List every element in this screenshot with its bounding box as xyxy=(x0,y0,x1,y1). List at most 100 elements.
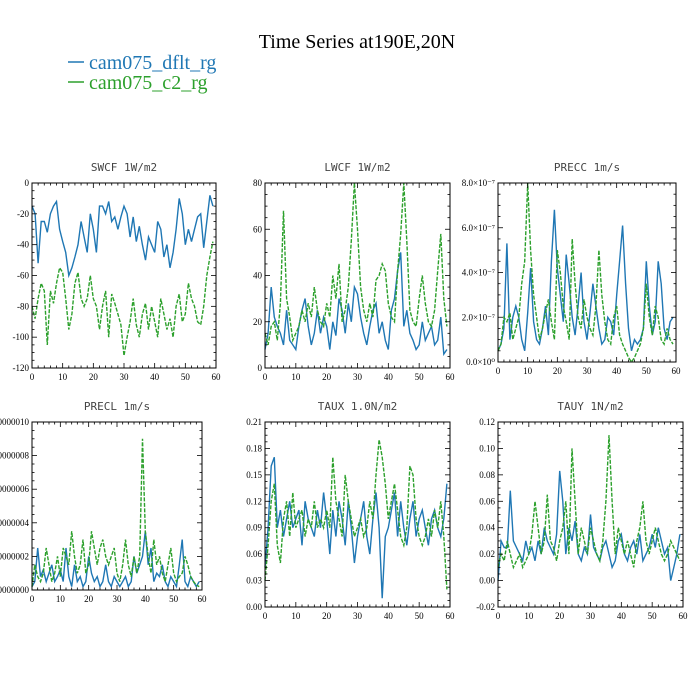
y-tick-label: -0.02 xyxy=(476,602,495,612)
series-line-1 xyxy=(497,182,674,364)
x-tick-label: 30 xyxy=(113,594,123,604)
y-tick-label: -20 xyxy=(17,209,29,219)
x-tick-label: 40 xyxy=(617,611,627,621)
panel-5: TAUY 1N/m2 0 10 20 30 40 50 60 -0.02 0.00 0.02 0.04… xyxy=(476,400,688,621)
x-tick-label: 10 xyxy=(58,372,68,382)
y-tick-label: 0.03 xyxy=(246,576,262,586)
y-tick-label: 80 xyxy=(253,178,263,188)
y-tick-label: 0.15 xyxy=(246,470,262,480)
x-tick-label: 0 xyxy=(263,611,268,621)
y-tick-label: 0.06 xyxy=(479,496,495,506)
x-tick-label: 20 xyxy=(322,611,332,621)
panel-title: LWCF 1W/m2 xyxy=(324,161,390,174)
x-tick-label: 10 xyxy=(291,372,301,382)
x-tick-label: 20 xyxy=(89,372,99,382)
x-tick-label: 40 xyxy=(384,611,394,621)
y-tick-label: 8.0×10⁻⁷ xyxy=(462,178,495,188)
x-tick-label: 40 xyxy=(384,372,394,382)
y-tick-label: 0.06 xyxy=(246,549,262,559)
y-tick-label: 0.09 xyxy=(246,523,262,533)
plot-frame xyxy=(264,421,451,608)
y-tick-label: 0.00 xyxy=(479,576,495,586)
x-tick-label: 30 xyxy=(583,366,593,376)
x-tick-label: 20 xyxy=(84,594,94,604)
x-tick-label: 10 xyxy=(524,611,534,621)
y-tick-label: 60 xyxy=(253,224,263,234)
x-tick-label: 10 xyxy=(523,366,533,376)
y-tick-label: 0.00 xyxy=(246,602,262,612)
x-tick-label: 0 xyxy=(496,366,501,376)
x-tick-label: 20 xyxy=(555,611,565,621)
series-line-0 xyxy=(264,252,448,357)
x-tick-label: 0 xyxy=(30,594,35,604)
x-tick-label: 20 xyxy=(322,372,332,382)
y-tick-label: 40 xyxy=(253,271,263,281)
y-tick-label: 2.0×10⁻⁷ xyxy=(462,312,495,322)
y-tick-label: 0.00000008 xyxy=(0,451,30,461)
y-tick-label: 0.0×10⁰ xyxy=(466,357,495,367)
x-tick-label: 50 xyxy=(642,366,652,376)
y-tick-label: -40 xyxy=(17,240,29,250)
plot-frame xyxy=(31,182,217,369)
x-tick-label: 50 xyxy=(415,372,425,382)
x-tick-label: 60 xyxy=(672,366,682,376)
panel-title: SWCF 1W/m2 xyxy=(91,161,157,174)
y-tick-label: 0.04 xyxy=(479,523,495,533)
x-tick-label: 60 xyxy=(446,372,456,382)
panel-0: SWCF 1W/m2 0 10 20 30 40 50 60 -120 -100 -80 -60 -40… xyxy=(13,161,222,382)
series-line-0 xyxy=(497,209,674,352)
panel-title: PRECC 1m/s xyxy=(554,161,620,174)
plot-frame xyxy=(31,421,203,591)
figure-title: Time Series at190E,20N xyxy=(259,31,455,53)
y-tick-label: 0.00000010 xyxy=(0,417,30,427)
y-tick-label: 4.0×10⁻⁷ xyxy=(462,268,495,278)
panel-1: LWCF 1W/m2 0 10 20 30 40 50 60 0 20 40 60 80 xyxy=(253,161,455,382)
y-tick-label: 0.02 xyxy=(479,549,495,559)
series-line-0 xyxy=(497,470,681,581)
y-tick-label: -60 xyxy=(17,271,29,281)
y-tick-label: 0.12 xyxy=(246,496,262,506)
x-tick-label: 40 xyxy=(141,594,151,604)
x-tick-label: 0 xyxy=(30,372,35,382)
series-line-1 xyxy=(31,438,200,588)
y-tick-label: 20 xyxy=(253,317,263,327)
x-tick-label: 60 xyxy=(679,611,689,621)
legend: cam075_dflt_rg cam075_c2_rg xyxy=(68,52,216,94)
series-line-1 xyxy=(31,241,214,356)
panel-title: TAUY 1N/m2 xyxy=(557,400,623,413)
x-tick-label: 50 xyxy=(181,372,191,382)
y-tick-label: 0.08 xyxy=(479,470,495,480)
x-tick-label: 0 xyxy=(263,372,268,382)
x-tick-label: 10 xyxy=(291,611,301,621)
x-tick-label: 30 xyxy=(586,611,596,621)
x-tick-label: 30 xyxy=(353,611,363,621)
series-line-1 xyxy=(264,439,448,590)
x-tick-label: 40 xyxy=(150,372,160,382)
x-tick-label: 50 xyxy=(648,611,658,621)
panels: SWCF 1W/m2 0 10 20 30 40 50 60 -120 -100 -80 -60 -40… xyxy=(0,161,688,621)
y-tick-label: 0.00000004 xyxy=(0,518,30,528)
y-tick-label: -80 xyxy=(17,301,29,311)
series-line-0 xyxy=(31,195,214,279)
y-tick-label: 0.18 xyxy=(246,443,262,453)
y-tick-label: 0 xyxy=(258,363,263,373)
series-line-0 xyxy=(264,456,448,599)
series-line-1 xyxy=(264,182,448,346)
y-tick-label: -100 xyxy=(13,332,30,342)
x-tick-label: 30 xyxy=(353,372,363,382)
legend-label-0: cam075_dflt_rg xyxy=(89,52,216,74)
y-tick-label: 0 xyxy=(25,178,30,188)
y-tick-label: 6.0×10⁻⁷ xyxy=(462,223,495,233)
x-tick-label: 30 xyxy=(120,372,130,382)
y-tick-label: 0.12 xyxy=(479,417,495,427)
x-tick-label: 60 xyxy=(446,611,456,621)
x-tick-label: 60 xyxy=(198,594,208,604)
panel-4: TAUX 1.0N/m2 0 10 20 30 40 50 60 0.00 0.03 0.06 0.0… xyxy=(246,400,455,621)
x-tick-label: 20 xyxy=(553,366,563,376)
y-tick-label: 0.10 xyxy=(479,443,495,453)
y-tick-label: 0.00000006 xyxy=(0,484,30,494)
